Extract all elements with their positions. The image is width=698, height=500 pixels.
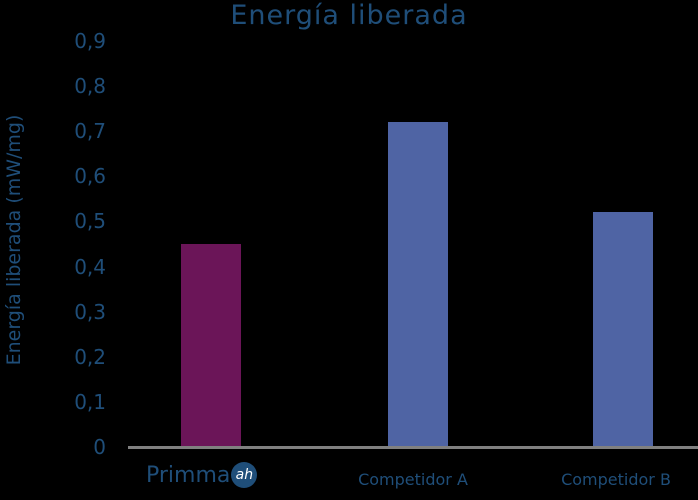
logo-text: Primma [146, 462, 231, 488]
y-tick-label: 0,8 [74, 74, 106, 99]
y-tick-label: 0,6 [74, 164, 106, 189]
bar [593, 212, 653, 447]
primma-logo: Primma ah [146, 462, 258, 488]
bar [388, 122, 448, 447]
bar [181, 244, 241, 447]
y-tick-label: 0,1 [74, 389, 106, 414]
y-tick-label: 0,9 [74, 29, 106, 53]
y-tick-label: 0,5 [74, 209, 106, 234]
y-tick-label: 0,4 [74, 254, 106, 279]
y-tick-label: 0,2 [74, 344, 106, 369]
logo-badge-icon: ah [231, 462, 258, 488]
y-tick-label: 0 [93, 435, 106, 459]
x-axis-line [128, 446, 698, 449]
x-label-competidor-a: Competidor A [358, 470, 468, 489]
y-tick-label: 0,3 [74, 299, 106, 324]
chart-title: Energía liberada [230, 0, 468, 31]
x-label-competidor-b: Competidor B [561, 470, 671, 489]
y-tick-label: 0,7 [74, 119, 106, 144]
y-axis-label: Energía liberada (mW/mg) [3, 114, 25, 366]
